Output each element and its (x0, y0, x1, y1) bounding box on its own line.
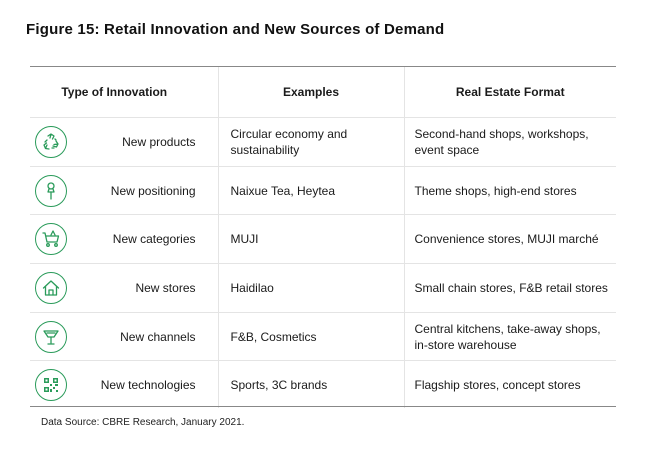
examples-cell: Haidilao (217, 263, 404, 313)
figure-title: Figure 15: Retail Innovation and New Sou… (26, 21, 445, 38)
table-row: New channels F&B, Cosmetics Central kitc… (30, 312, 616, 361)
type-cell: New categories (30, 214, 218, 264)
header-row: Type of Innovation Examples Real Estate … (30, 67, 616, 118)
type-label: New stores (135, 281, 196, 295)
header-examples: Examples (217, 67, 404, 118)
type-label: New technologies (100, 377, 196, 392)
shopping-cart-icon (35, 223, 67, 255)
type-cell: New stores (30, 263, 218, 313)
table-row: New categories MUJI Convenience stores, … (30, 214, 616, 264)
format-cell: Theme shops, high-end stores (403, 166, 616, 215)
pushpin-icon (35, 174, 67, 207)
format-cell: Convenience stores, MUJI marché (403, 214, 616, 264)
type-cell: New positioning (30, 166, 218, 215)
cocktail-glass-icon (35, 320, 67, 353)
header-type: Type of Innovation (30, 67, 218, 118)
format-cell: Flagship stores, concept stores (403, 360, 616, 408)
header-format: Real Estate Format (403, 67, 616, 118)
bottom-rule (30, 406, 616, 407)
type-cell: New products (30, 117, 218, 167)
type-cell: New channels (30, 312, 218, 361)
innovation-table: Type of Innovation Examples Real Estate … (30, 67, 616, 408)
format-cell: Second-hand shops, workshops, event spac… (403, 117, 616, 167)
type-label: New categories (112, 232, 196, 246)
type-label: New products (122, 135, 196, 149)
house-icon (35, 272, 67, 304)
qr-code-icon (35, 368, 67, 401)
examples-cell: Naixue Tea, Heytea (217, 166, 404, 215)
examples-cell: F&B, Cosmetics (217, 312, 404, 361)
table-row: New positioning Naixue Tea, Heytea Theme… (30, 166, 616, 215)
examples-cell: MUJI (217, 214, 404, 264)
data-source-note: Data Source: CBRE Research, January 2021… (41, 417, 245, 428)
type-cell: New technologies (30, 361, 218, 409)
type-label: New channels (120, 329, 196, 344)
format-cell: Small chain stores, F&B retail stores (403, 263, 616, 313)
table-row: New stores Haidilao Small chain stores, … (30, 263, 616, 313)
recycle-icon (35, 126, 67, 158)
examples-cell: Sports, 3C brands (217, 360, 404, 408)
type-label: New positioning (110, 183, 196, 198)
table-row: New products Circular economy and sustai… (30, 117, 616, 167)
top-rule (30, 66, 616, 67)
table-row: New technologies Sports, 3C brands Flags… (30, 360, 616, 409)
examples-cell: Circular economy and sustainability (217, 117, 404, 167)
format-cell: Central kitchens, take-away shops, in-st… (403, 312, 616, 361)
